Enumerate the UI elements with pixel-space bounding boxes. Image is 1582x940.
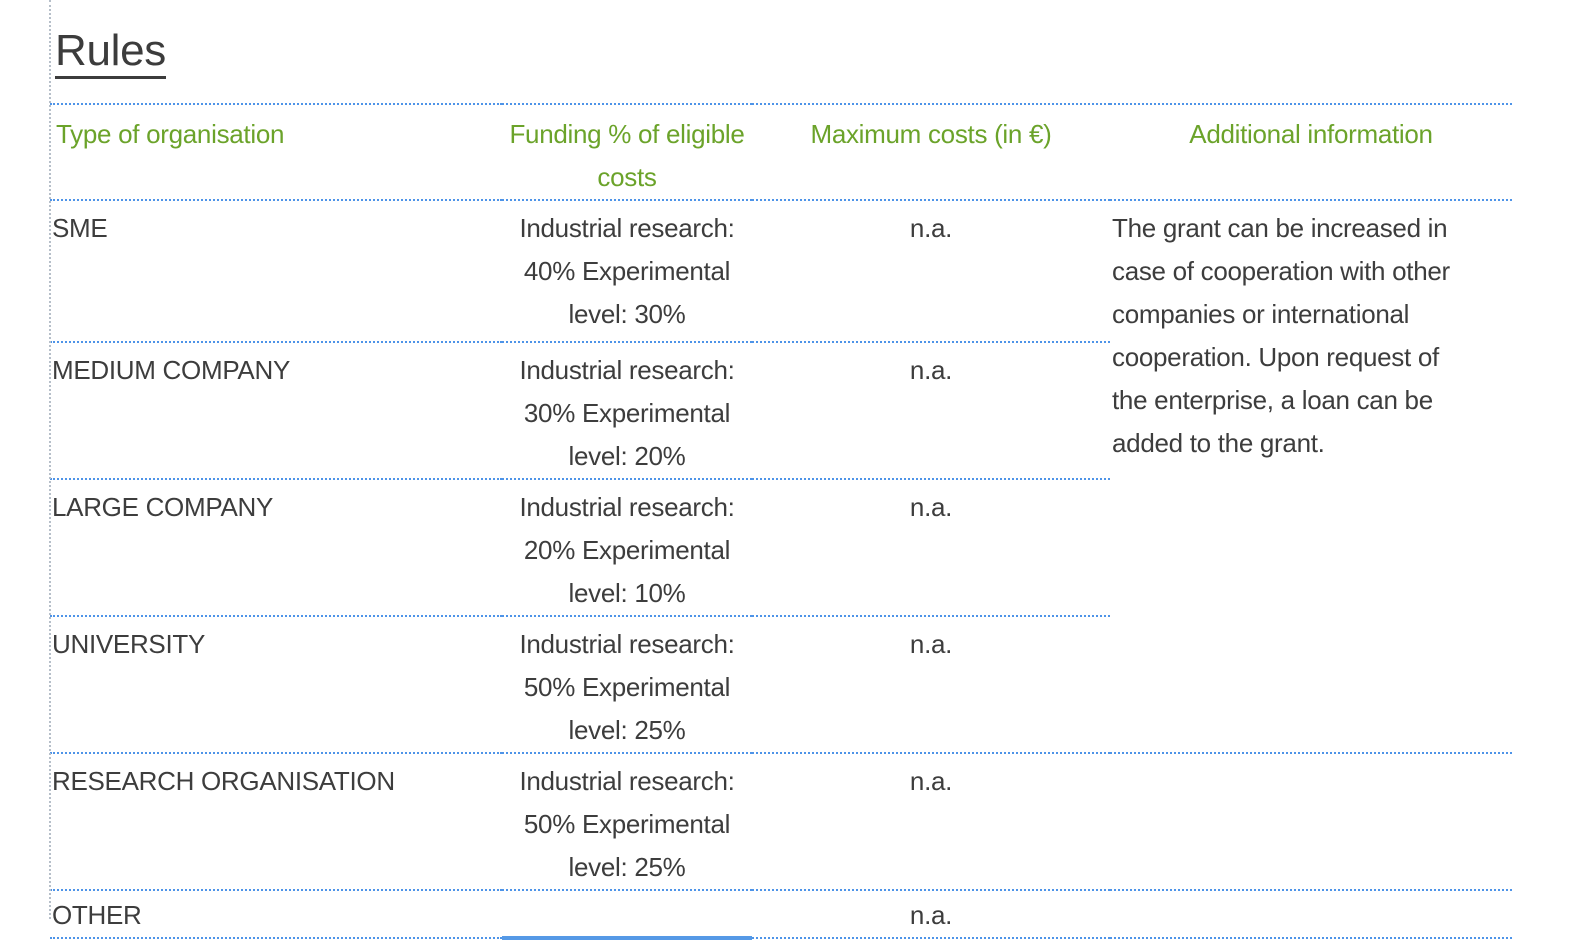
cell-max-costs: n.a.	[752, 200, 1110, 343]
cell-max-costs: n.a.	[752, 342, 1110, 480]
column-header-additional-information: Additional information	[1110, 103, 1512, 201]
column-header-type-of-organisation: Type of organisation	[50, 103, 502, 201]
cell-max-costs: n.a.	[752, 753, 1110, 891]
page-title-text: Rules	[55, 29, 166, 79]
cell-type: OTHER	[50, 890, 502, 939]
column-header-funding-percent: Funding % of eligible costs	[502, 103, 752, 201]
cell-type: SME	[50, 200, 502, 343]
table-row-research-organisation: RESEARCH ORGANISATION Industrial researc…	[50, 753, 1512, 891]
table-row-other: OTHER n.a.	[50, 890, 1512, 940]
cell-funding: Industrial research: 50% Experimental le…	[502, 753, 752, 891]
funding-rules-table: Type of organisation Funding % of eligib…	[50, 103, 1512, 940]
column-header-maximum-costs: Maximum costs (in €)	[752, 103, 1110, 201]
cell-max-costs: n.a.	[752, 616, 1110, 754]
cell-funding: Industrial research: 50% Experimental le…	[502, 616, 752, 754]
cell-additional-info: The grant can be increased in case of co…	[1112, 213, 1450, 458]
table-row-sme: SME Industrial research: 40% Experimenta…	[50, 200, 1512, 458]
cell-funding: Industrial research: 40% Experimental le…	[502, 200, 752, 343]
cell-type: UNIVERSITY	[50, 616, 502, 754]
table-header-row: Type of organisation Funding % of eligib…	[50, 103, 1512, 201]
cell-type: LARGE COMPANY	[50, 479, 502, 617]
cell-type: RESEARCH ORGANISATION	[50, 753, 502, 891]
cell-funding: Industrial research: 30% Experimental le…	[502, 342, 752, 480]
table-row-large-company: LARGE COMPANY Industrial research: 20% E…	[50, 479, 1512, 617]
cell-type: MEDIUM COMPANY	[50, 342, 502, 480]
page-title: Rules	[55, 26, 166, 79]
cell-max-costs: n.a.	[752, 479, 1110, 617]
cell-additional-info	[1110, 616, 1512, 754]
cell-funding: Industrial research: 20% Experimental le…	[502, 479, 752, 617]
table-row-medium-company: MEDIUM COMPANY Industrial research: 30% …	[50, 342, 1512, 480]
cell-max-costs: n.a.	[752, 890, 1110, 939]
table-row-university: UNIVERSITY Industrial research: 50% Expe…	[50, 616, 1512, 754]
cell-additional-info	[1110, 890, 1512, 939]
cell-funding	[502, 890, 752, 940]
cell-additional-info	[1110, 753, 1512, 891]
page-margin-guide-line	[49, 0, 51, 919]
